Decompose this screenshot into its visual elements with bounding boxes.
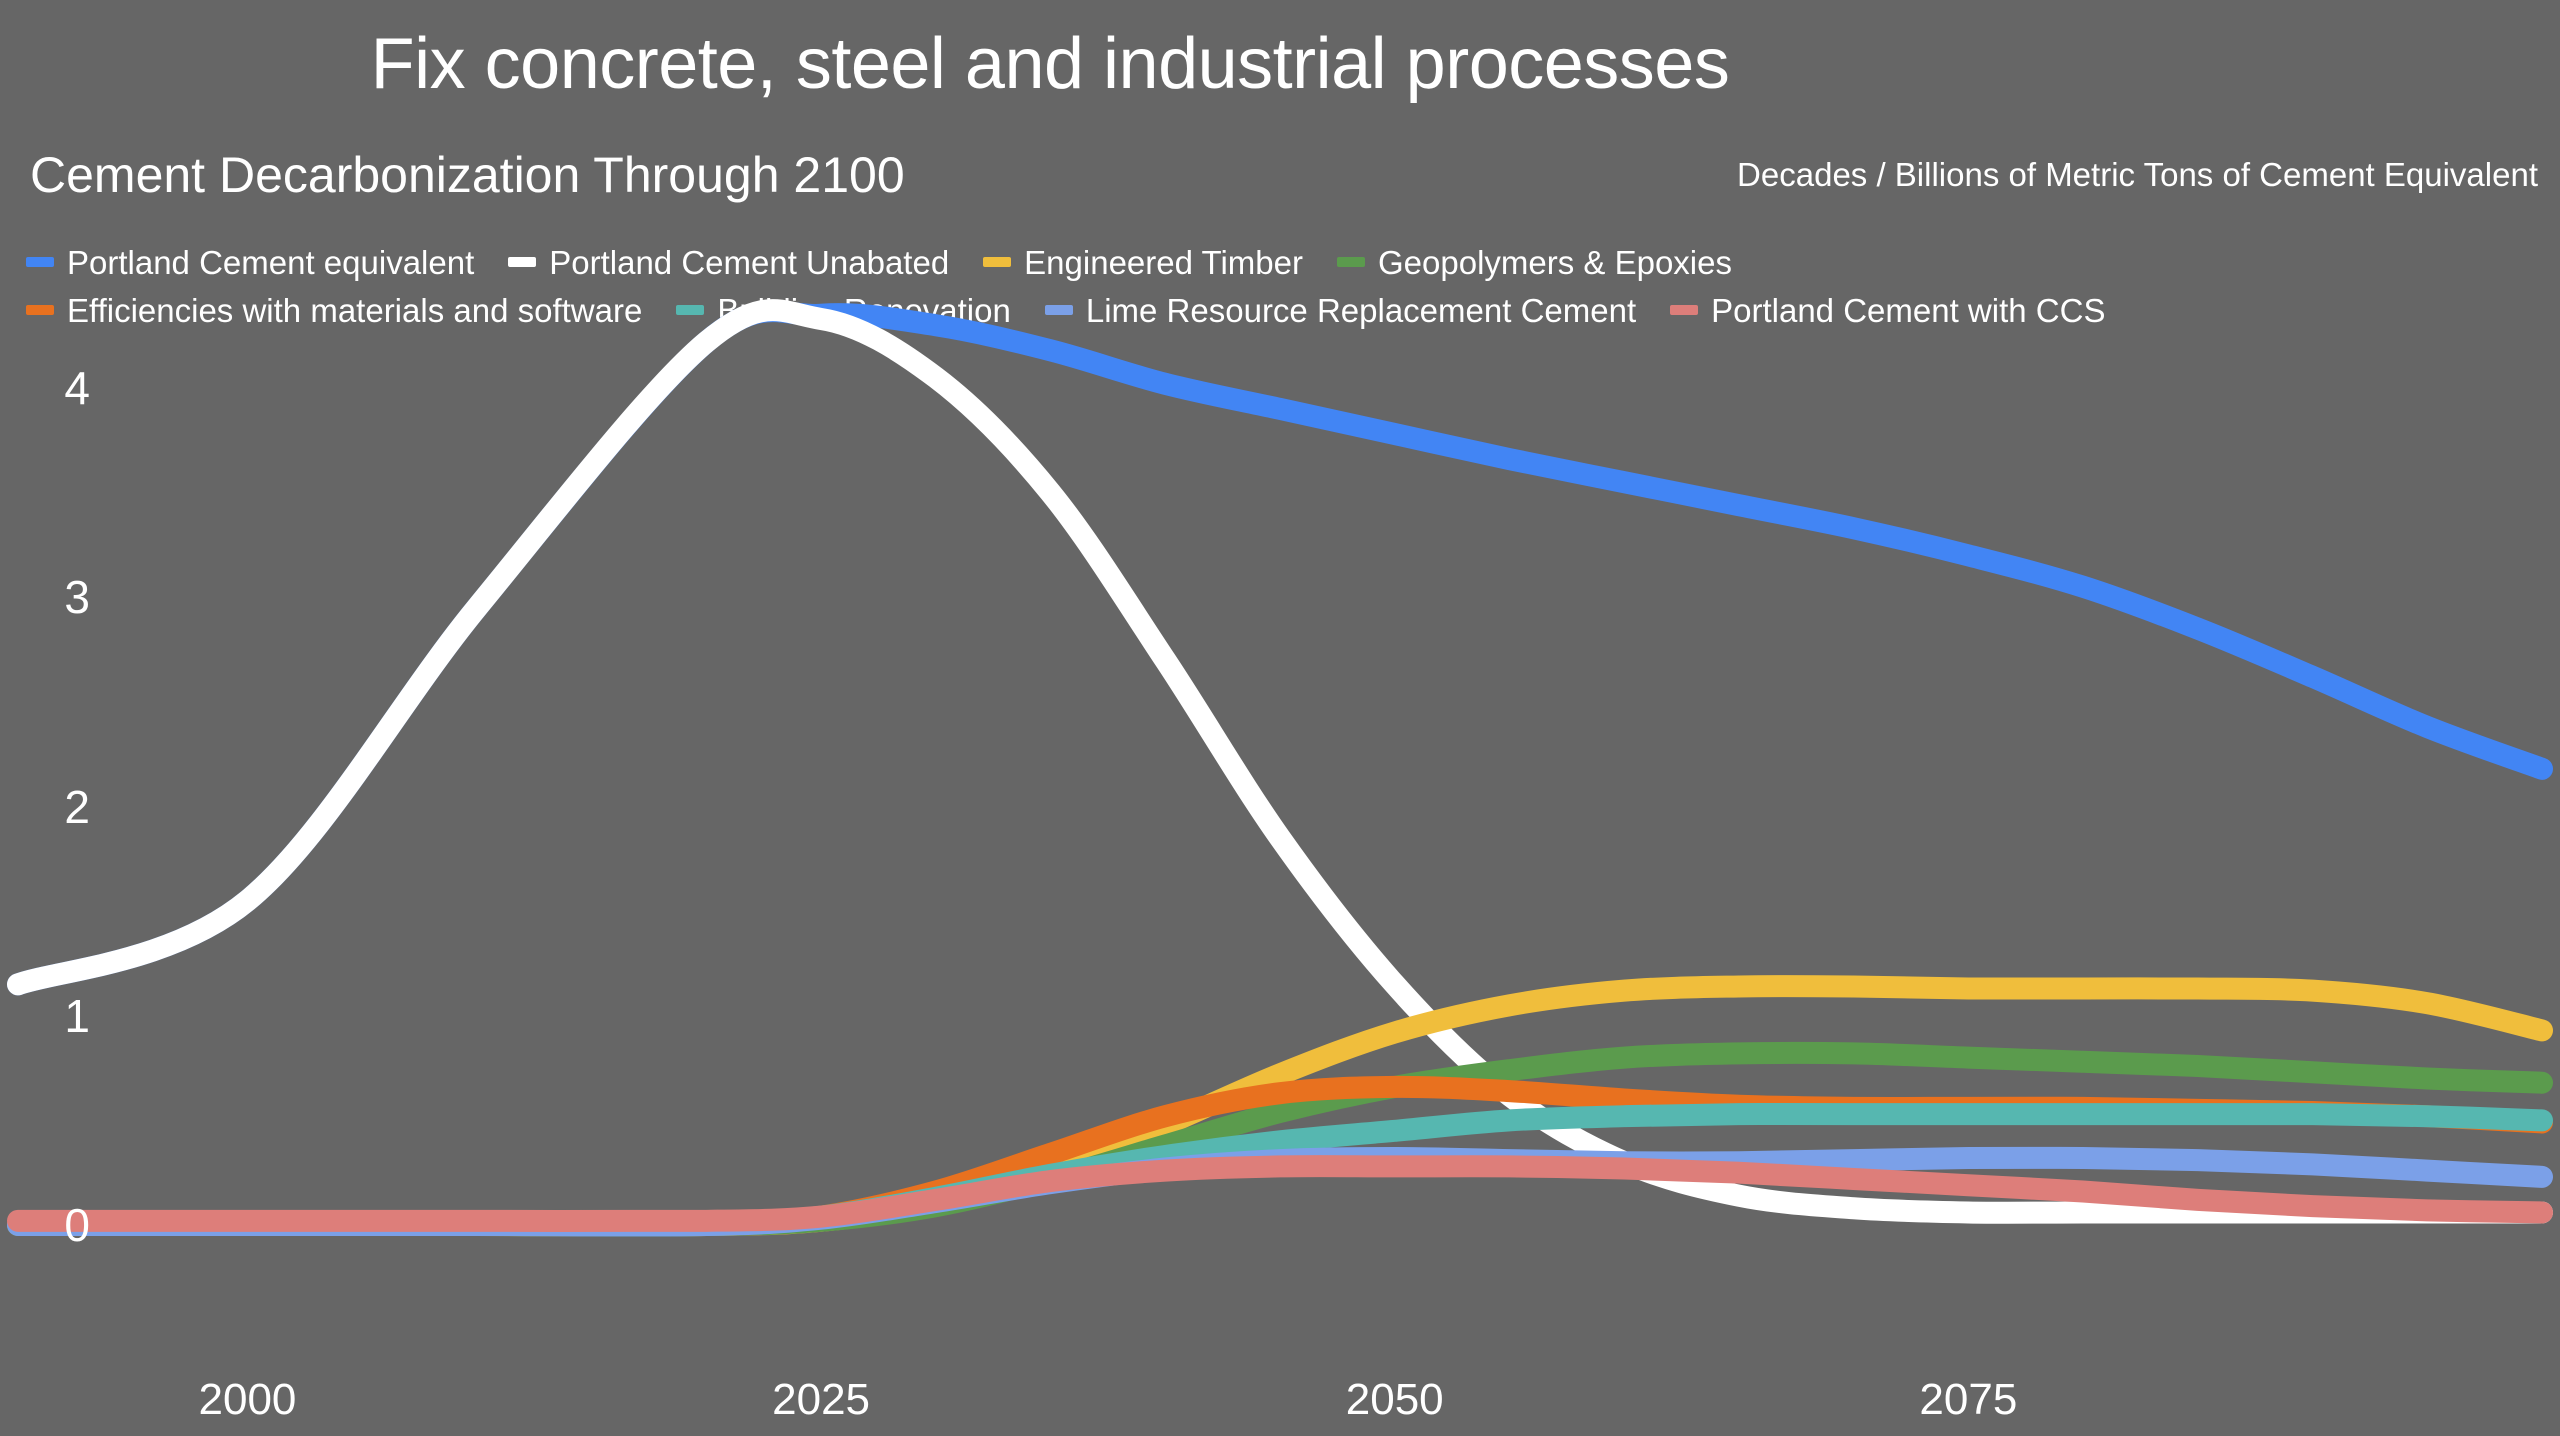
legend-swatch-icon bbox=[983, 257, 1012, 267]
legend-row-1: Portland Cement equivalent Portland Ceme… bbox=[26, 238, 2546, 286]
legend-swatch-icon bbox=[26, 305, 54, 315]
legend-swatch-icon bbox=[1337, 257, 1365, 267]
legend-item-portland-cement-unabated[interactable]: Portland Cement Unabated bbox=[508, 246, 949, 279]
chart-series-line bbox=[7, 1155, 2553, 1233]
legend-label: Efficiencies with materials and software bbox=[67, 291, 643, 329]
x-axis-tick-label: 2050 bbox=[1345, 1375, 1444, 1424]
legend-item-portland-cement-with-ccs[interactable]: Portland Cement with CCS bbox=[1670, 294, 2105, 327]
legend-item-portland-cement-equivalent[interactable]: Portland Cement equivalent bbox=[26, 246, 474, 279]
legend-label: Geopolymers & Epoxies bbox=[1378, 243, 1732, 281]
chart-series-line bbox=[7, 299, 2553, 1224]
legend-item-efficiencies-with-materials-and-software[interactable]: Efficiencies with materials and software bbox=[26, 294, 642, 327]
x-axis-tick-label: 2075 bbox=[1919, 1375, 2018, 1424]
y-axis-tick-label: 4 bbox=[64, 362, 90, 414]
legend-label: Portland Cement Unabated bbox=[549, 243, 950, 281]
legend-swatch-icon bbox=[1044, 305, 1073, 315]
x-axis-tick-label: 2000 bbox=[198, 1375, 297, 1424]
y-axis-tick-label: 2 bbox=[64, 780, 90, 833]
legend-item-geopolymers-and-epoxies[interactable]: Geopolymers & Epoxies bbox=[1337, 246, 1732, 279]
legend-item-lime-resource-replacement-cement[interactable]: Lime Resource Replacement Cement bbox=[1044, 291, 1637, 329]
chart-series-line bbox=[7, 300, 2553, 996]
legend-item-engineered-timber[interactable]: Engineered Timber bbox=[983, 246, 1303, 279]
legend-swatch-icon bbox=[508, 257, 537, 267]
legend-swatch-icon bbox=[676, 305, 705, 315]
chart-title: Cement Decarbonization Through 2100 bbox=[30, 147, 905, 203]
chart-legend: Portland Cement equivalent Portland Ceme… bbox=[26, 238, 2546, 334]
y-axis-tick-label: 0 bbox=[64, 1199, 90, 1251]
legend-swatch-icon bbox=[26, 257, 54, 267]
legend-label: Portland Cement equivalent bbox=[67, 243, 475, 281]
x-axis-tick-label: 2025 bbox=[772, 1375, 871, 1424]
y-axis-tick-label: 1 bbox=[64, 989, 90, 1042]
legend-label: Lime Resource Replacement Cement bbox=[1085, 291, 1637, 329]
y-axis-tick-label: 3 bbox=[64, 571, 90, 624]
slide-title: Fix concrete, steel and industrial proce… bbox=[370, 24, 1730, 104]
legend-label: Engineered Timber bbox=[1024, 243, 1303, 281]
legend-label: Portland Cement with CCS bbox=[1711, 291, 2106, 329]
chart-units-note: Decades / Billions of Metric Tons of Cem… bbox=[1737, 156, 2538, 193]
legend-swatch-icon bbox=[1670, 305, 1699, 315]
